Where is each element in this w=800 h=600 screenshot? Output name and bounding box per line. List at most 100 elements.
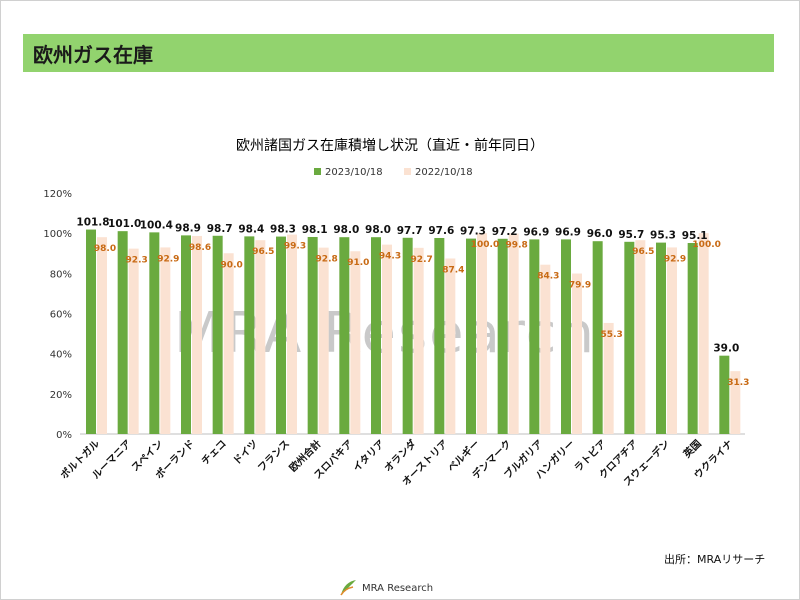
data-label-current: 98.7: [207, 223, 233, 235]
data-label-current: 98.0: [365, 224, 391, 236]
bar-current: [339, 237, 350, 434]
data-label-prior: 92.7: [411, 255, 433, 265]
bar-current: [181, 235, 191, 434]
y-tick-label: 80%: [50, 269, 72, 280]
data-label-current: 39.0: [713, 343, 739, 355]
footer-logo-text: MRA Research: [362, 582, 434, 594]
chart-title: 欧州諸国ガス在庫積増し状況（直近・前年同日）: [236, 137, 544, 154]
data-label-prior: 31.3: [727, 378, 749, 388]
data-label-prior: 92.8: [316, 255, 338, 265]
data-label-prior: 98.0: [94, 244, 116, 254]
bar-prior: [350, 251, 361, 434]
data-label-current: 96.9: [555, 226, 581, 238]
header-bar: 欧州ガス在庫: [23, 34, 774, 72]
bar-prior: [160, 247, 171, 434]
legend-swatch-1: [314, 168, 321, 175]
bar-prior: [287, 234, 297, 434]
data-label-current: 101.8: [76, 217, 109, 229]
data-label-current: 98.1: [302, 224, 328, 236]
data-label-prior: 92.9: [157, 254, 179, 264]
data-label-current: 95.7: [618, 229, 644, 241]
bar-current: [466, 238, 476, 434]
bar-prior: [223, 253, 234, 434]
legend-swatch-2: [404, 168, 411, 175]
category-label: イタリア: [351, 438, 387, 474]
category-label: フランス: [255, 438, 292, 475]
legend-label-2: 2022/10/18: [415, 167, 473, 178]
bar-current: [561, 239, 571, 434]
bar-prior: [603, 322, 614, 434]
data-label-prior: 96.5: [252, 247, 274, 257]
bar-current: [687, 243, 698, 434]
bar-current: [497, 238, 508, 434]
category-label: 英国: [680, 437, 704, 461]
data-label-prior: 99.3: [284, 242, 306, 252]
y-tick-label: 100%: [43, 229, 72, 240]
data-label-prior: 96.5: [632, 247, 654, 257]
bar-prior: [540, 264, 551, 434]
data-label-prior: 92.3: [126, 256, 148, 266]
bar-current: [276, 236, 286, 434]
bar-current: [529, 239, 540, 434]
data-label-prior: 79.9: [569, 281, 591, 291]
data-label-current: 101.0: [108, 218, 141, 230]
y-tick-label: 0%: [56, 430, 72, 441]
category-label: ドイツ: [231, 438, 261, 468]
data-label-current: 98.3: [270, 224, 296, 236]
data-label-prior: 100.0: [692, 240, 720, 250]
bar-prior: [382, 244, 392, 434]
chart-legend: 2023/10/18 2022/10/18: [314, 167, 473, 178]
data-label-prior: 92.9: [664, 254, 686, 264]
value-labels: 101.8 98.0 101.0 92.3 100.4 92.9 98.9 98.6 98.7 9…: [76, 217, 749, 389]
data-label-current: 97.3: [460, 226, 486, 238]
bar-current: [719, 355, 730, 434]
data-label-current: 95.3: [650, 230, 676, 242]
data-label-current: 96.0: [587, 228, 613, 240]
data-label-current: 95.1: [682, 230, 708, 242]
bar-prior: [667, 247, 677, 434]
bar-prior: [192, 235, 202, 434]
data-label-current: 97.7: [397, 225, 423, 237]
data-label-prior: 100.0: [471, 240, 499, 250]
data-label-current: 98.4: [238, 223, 264, 235]
bar-prior: [128, 248, 139, 434]
bar-prior: [698, 233, 709, 434]
y-tick-label: 20%: [50, 390, 72, 401]
data-label-current: 98.0: [333, 224, 359, 236]
bar-prior: [572, 273, 582, 434]
y-tick-label: 120%: [43, 189, 72, 200]
footer-logo: MRA Research: [338, 578, 433, 598]
y-tick-label: 60%: [50, 310, 72, 321]
bar-current: [434, 237, 445, 434]
bar-current: [86, 229, 96, 434]
bar-prior: [730, 371, 741, 434]
bar-current: [656, 242, 666, 434]
bar-prior: [635, 240, 646, 434]
data-label-current: 96.9: [523, 226, 549, 238]
bar-prior: [413, 247, 424, 434]
data-label-current: 98.9: [175, 222, 201, 234]
bar-current: [244, 236, 255, 434]
data-label-current: 97.2: [492, 226, 518, 238]
bar-current: [149, 232, 160, 434]
bar-prior: [508, 233, 519, 434]
legend-label-1: 2023/10/18: [325, 167, 383, 178]
data-label-prior: 87.4: [442, 265, 464, 275]
bar-prior: [97, 237, 107, 434]
bar-prior: [477, 233, 487, 434]
bar-current: [212, 235, 223, 434]
mra-leaf-logo-icon: [340, 580, 356, 596]
bar-current: [624, 241, 635, 434]
bar-current: [117, 231, 128, 434]
y-tick-label: 40%: [50, 350, 72, 361]
data-label-current: 97.6: [428, 225, 454, 237]
bar-prior: [318, 247, 329, 434]
bar-current: [371, 237, 381, 434]
bar-current: [402, 237, 413, 434]
data-label-current: 100.4: [140, 219, 173, 231]
data-label-prior: 91.0: [347, 258, 369, 268]
bar-prior: [445, 258, 456, 434]
data-label-prior: 55.3: [601, 330, 623, 340]
